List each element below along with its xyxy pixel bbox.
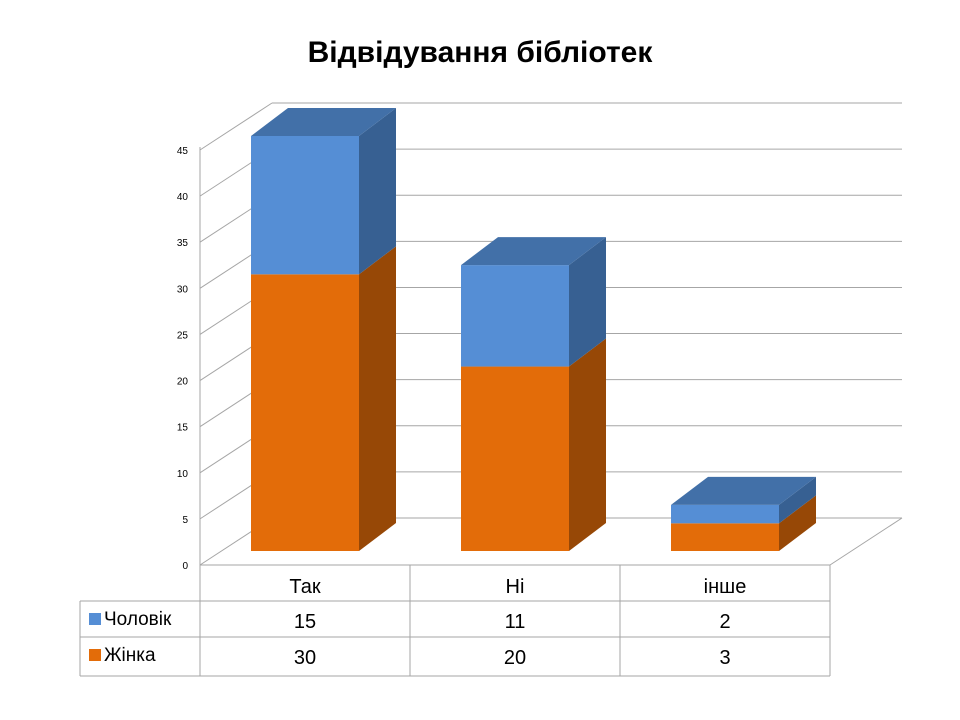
chart-title: Відвідування бібліотек <box>307 36 653 69</box>
legend-label: Жінка <box>104 645 156 666</box>
bar-side-male <box>779 476 816 524</box>
x-tick-label: інше <box>704 576 747 598</box>
bar-male <box>251 136 359 275</box>
y-tick-label: 25 <box>177 330 189 341</box>
bar-top-male <box>671 476 816 505</box>
legend-swatch <box>89 613 101 625</box>
y-tick-label: 0 <box>182 561 188 572</box>
floor-right-edge <box>829 517 903 566</box>
bar-side-female <box>569 338 606 551</box>
data-label: 3 <box>719 647 730 669</box>
bar-side-female <box>359 246 396 552</box>
y-tick-label: 20 <box>177 377 189 388</box>
y-tick-label: 40 <box>177 192 189 203</box>
legend-label: Чоловік <box>104 609 172 630</box>
data-label: 15 <box>294 611 316 633</box>
data-label: 30 <box>294 647 316 669</box>
data-label: 20 <box>504 647 526 669</box>
data-label: 11 <box>505 611 526 633</box>
y-tick-label: 15 <box>177 423 189 434</box>
y-tick-label: 35 <box>177 238 189 249</box>
bar-side-female <box>779 495 816 551</box>
x-tick-label: Ні <box>506 576 525 598</box>
y-tick-label: 5 <box>182 515 188 526</box>
x-tick-label: Так <box>289 576 320 598</box>
bar-female <box>461 366 569 551</box>
bar-male <box>671 504 779 524</box>
y-tick-label: 45 <box>177 146 189 157</box>
legend-swatch <box>89 649 101 661</box>
bar-female <box>671 523 779 551</box>
y-tick-label: 30 <box>177 284 189 295</box>
bar-top-male <box>251 108 396 136</box>
bar-male <box>461 265 569 367</box>
bar-female <box>251 274 359 551</box>
y-tick-label: 10 <box>177 469 189 480</box>
gridline-side <box>199 102 273 151</box>
bar-side-male <box>569 237 606 367</box>
data-label: 2 <box>719 611 730 633</box>
bar-side-male <box>359 108 396 275</box>
bar-top-male <box>461 237 606 266</box>
